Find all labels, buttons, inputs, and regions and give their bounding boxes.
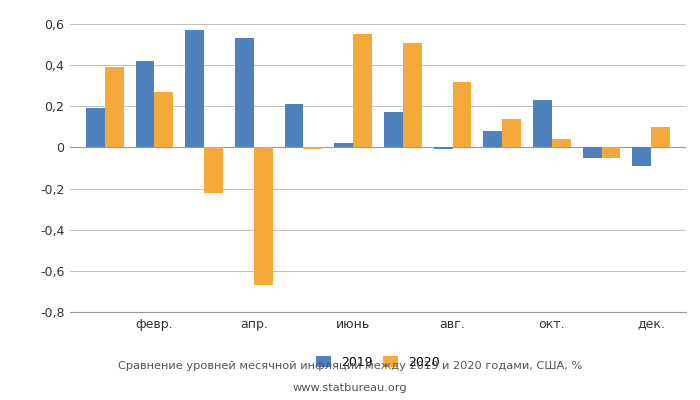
Bar: [402, 42, 421, 148]
Bar: [632, 148, 651, 166]
Bar: [235, 38, 254, 148]
Text: Сравнение уровней месячной инфляции между 2019 и 2020 годами, США, %: Сравнение уровней месячной инфляции межд…: [118, 361, 582, 371]
Bar: [384, 112, 402, 148]
Bar: [186, 30, 204, 148]
Bar: [582, 148, 601, 158]
Legend: 2019, 2020: 2019, 2020: [316, 356, 440, 369]
Bar: [651, 127, 670, 148]
Text: www.statbureau.org: www.statbureau.org: [293, 383, 407, 393]
Bar: [155, 92, 174, 148]
Bar: [204, 148, 223, 193]
Bar: [502, 119, 521, 148]
Bar: [136, 61, 155, 148]
Bar: [335, 143, 354, 148]
Bar: [483, 131, 502, 148]
Bar: [433, 148, 452, 150]
Bar: [354, 34, 372, 148]
Bar: [285, 104, 304, 148]
Bar: [552, 139, 570, 148]
Bar: [105, 67, 124, 148]
Bar: [254, 148, 273, 285]
Bar: [533, 100, 552, 148]
Bar: [304, 148, 323, 150]
Bar: [601, 148, 620, 158]
Bar: [452, 82, 471, 148]
Bar: [86, 108, 105, 148]
